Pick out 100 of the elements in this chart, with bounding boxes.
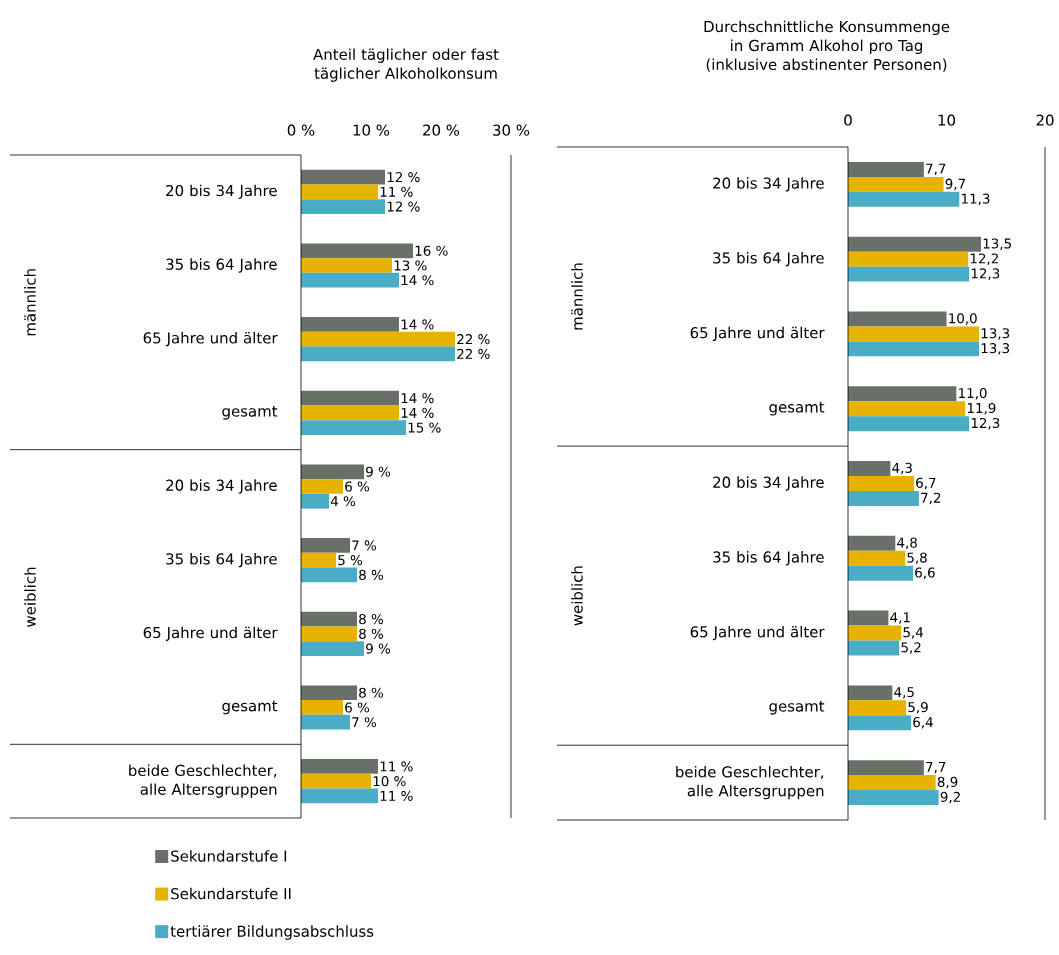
data-label: 12,3 <box>971 268 1000 280</box>
x-tick-label: 0 <box>844 114 852 126</box>
bar <box>301 272 400 288</box>
x-tick-label: 20 <box>1036 114 1054 126</box>
bar <box>301 759 379 774</box>
y-tick-label: beide Geschlechter, alle Altersgruppen <box>129 764 277 798</box>
bar <box>301 773 372 789</box>
data-label: 4,5 <box>894 687 914 699</box>
bar <box>301 641 365 656</box>
y-tick-label: gesamt <box>769 701 825 715</box>
y-tick-label: 20 bis 34 Jahre <box>166 479 277 494</box>
data-label: 11 % <box>380 186 413 197</box>
bar <box>301 700 344 715</box>
data-label: 7 % <box>352 717 377 728</box>
x-tick-label: 20 % <box>423 124 460 136</box>
data-label: 5,8 <box>907 552 927 565</box>
data-label: 13,3 <box>981 343 1010 355</box>
y-tick-label: 35 bis 64 Jahre <box>713 251 824 267</box>
data-label: 14 % <box>401 407 434 418</box>
bar <box>848 266 970 282</box>
data-label: 11 % <box>380 790 413 801</box>
legend-label: Sekundarstufe I <box>171 850 287 862</box>
bar <box>848 790 939 806</box>
bar <box>848 386 957 402</box>
y-tick-label: gesamt <box>769 401 825 416</box>
data-label: 13,5 <box>983 238 1011 250</box>
legend-label: Sekundarstufe II <box>171 887 291 900</box>
y-tick-label: 35 bis 64 Jahre <box>713 551 824 566</box>
bar <box>848 176 944 192</box>
bar <box>848 490 919 506</box>
data-label: 12,2 <box>970 253 998 265</box>
data-label: 10 % <box>373 776 406 787</box>
y-tick-label: 65 Jahre und älter <box>690 326 825 342</box>
y-tick-label: 65 Jahre und älter <box>143 332 278 347</box>
bar <box>301 611 358 627</box>
data-label: 15 % <box>408 422 441 433</box>
y-tick-label: 35 bis 64 Jahre <box>166 553 277 568</box>
data-label: 16 % <box>415 245 448 256</box>
bar <box>848 461 891 477</box>
bar <box>301 169 386 185</box>
data-label: 9,7 <box>945 178 965 191</box>
bar <box>848 685 893 701</box>
bar <box>848 610 889 626</box>
data-label: 5,9 <box>908 702 928 714</box>
bar <box>301 346 456 362</box>
bar <box>301 538 351 553</box>
data-label: 8 % <box>359 614 384 625</box>
y-tick-label: gesamt <box>222 406 278 420</box>
data-label: 7,2 <box>921 492 941 505</box>
bar <box>848 236 981 252</box>
data-label: 5,2 <box>901 642 921 654</box>
data-label: 5,4 <box>903 627 924 639</box>
y-tick-label: 65 Jahre und älter <box>690 625 825 641</box>
data-label: 14 % <box>401 319 434 330</box>
bar <box>301 243 414 259</box>
chart-subtitle: (inklusive abstinenter Personen) <box>706 58 947 72</box>
bar <box>848 251 969 267</box>
text: männlich <box>24 269 36 336</box>
data-label: 14 % <box>401 393 434 404</box>
data-label: 6 % <box>345 481 370 492</box>
data-label: 9,2 <box>940 791 960 804</box>
text: weiblich <box>24 567 36 627</box>
text: weiblich <box>571 566 583 626</box>
bar <box>848 550 906 566</box>
data-label: 12 % <box>387 172 420 183</box>
data-label: 22 % <box>457 334 490 345</box>
bar <box>301 258 393 273</box>
data-label: 9 % <box>366 643 391 654</box>
bar <box>301 567 358 583</box>
bar <box>848 760 924 776</box>
x-tick-label: 10 <box>938 114 956 126</box>
bar <box>848 311 947 327</box>
bar <box>848 326 980 342</box>
legend-label: tertiärer Bildungsabschluss <box>170 925 374 940</box>
data-label: 4,8 <box>897 537 917 550</box>
data-label: 22 % <box>457 348 490 359</box>
x-tick-label: 30 % <box>493 124 530 136</box>
data-label: 4,3 <box>892 462 912 475</box>
bar <box>848 640 900 656</box>
data-label: 8 % <box>359 628 384 639</box>
y-tick-label: 20 bis 34 Jahre <box>713 476 824 491</box>
bar <box>301 317 400 332</box>
bar <box>301 405 400 421</box>
data-label: 11,9 <box>967 402 996 415</box>
bar <box>301 685 358 701</box>
bar <box>848 416 970 432</box>
bar <box>848 341 980 357</box>
bar <box>301 479 344 494</box>
data-label: 6 % <box>345 702 370 713</box>
y-tick-label: 20 bis 34 Jahre <box>713 177 824 192</box>
bar <box>848 161 924 177</box>
data-label: 14 % <box>401 275 434 286</box>
bar <box>301 493 330 509</box>
data-label: 9 % <box>366 466 391 477</box>
data-label: 7,7 <box>926 163 946 176</box>
y-tick-label: gesamt <box>222 700 278 715</box>
bar <box>848 700 907 716</box>
data-label: 8,9 <box>937 776 958 789</box>
bar <box>848 401 966 417</box>
x-tick-label: 10 % <box>353 124 390 136</box>
